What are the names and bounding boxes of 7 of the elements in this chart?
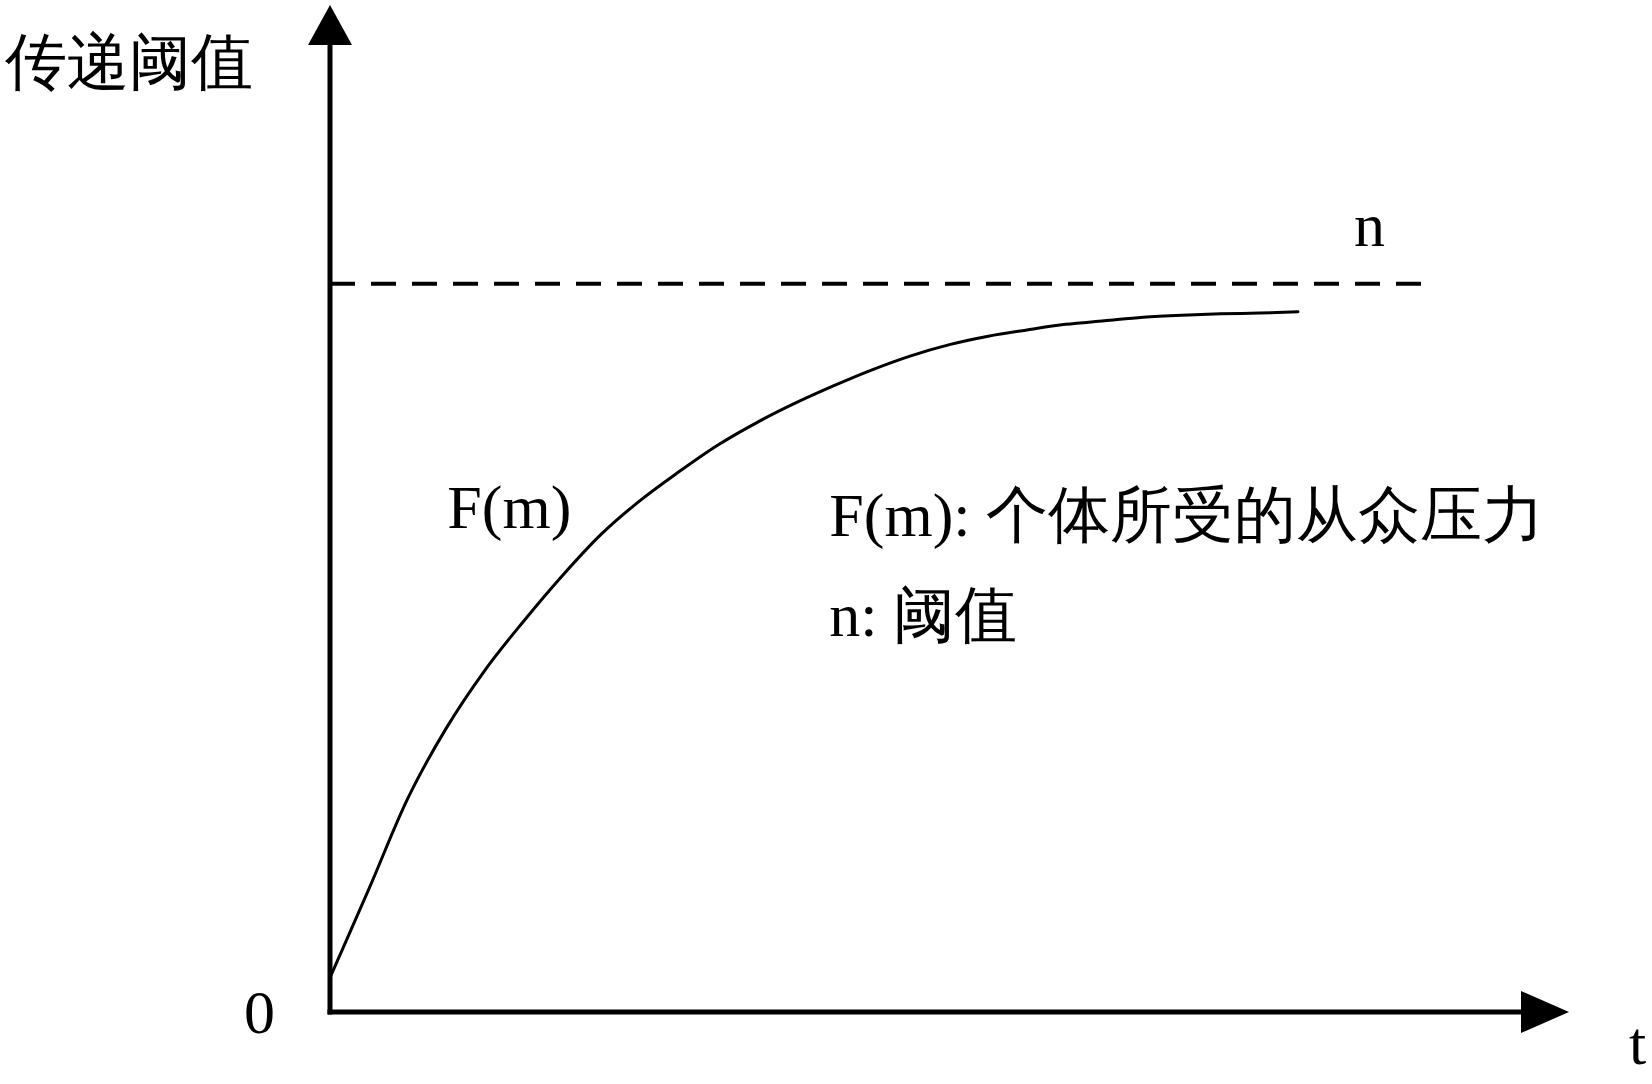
annotation: n: 阈值 xyxy=(829,580,1018,649)
annotation: F(m): 个体所受的从众压力 xyxy=(829,480,1545,550)
ref-line-label: n xyxy=(1353,190,1385,259)
series-label: F(m) xyxy=(447,472,572,542)
text: 0 xyxy=(244,978,275,1046)
y-axis-title: 传递阈值 xyxy=(5,28,253,96)
x-axis-title: t xyxy=(1629,1009,1647,1077)
